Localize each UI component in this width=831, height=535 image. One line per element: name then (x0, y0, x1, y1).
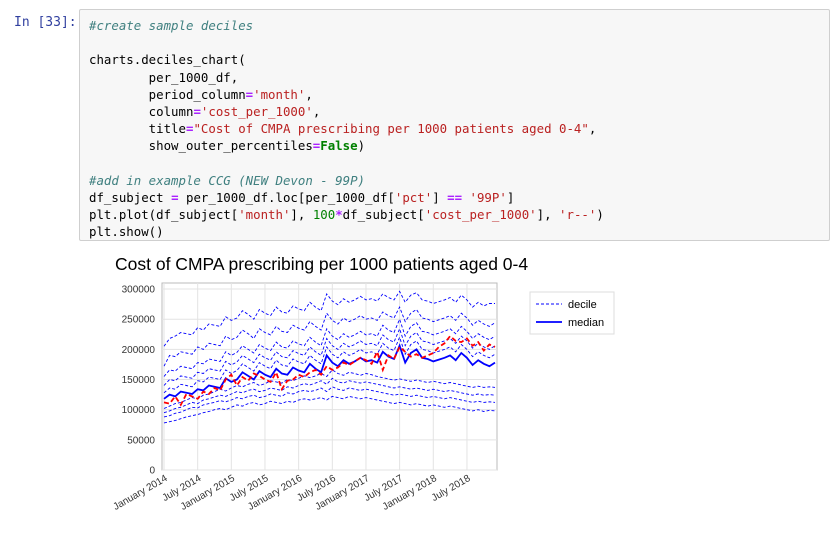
code-token: ], (536, 207, 560, 223)
code-token: 'month' (253, 86, 306, 102)
code-line: title="Cost of CMPA prescribing per 1000… (89, 120, 604, 137)
code-token: plt.plot(df_subject[ (89, 207, 239, 223)
code-token: per_1000_df, (89, 69, 239, 85)
code-token: period_column (89, 86, 246, 102)
code-token: #add in example CCG (NEW Devon - 99P) (89, 172, 366, 188)
code-token: == (447, 189, 463, 205)
code-token: ) (596, 207, 604, 223)
y-tick-label: 250000 (122, 315, 156, 326)
code-token: = (193, 103, 201, 119)
y-tick-label: 200000 (122, 345, 156, 356)
code-token: * (335, 207, 343, 223)
code-token: ] (432, 189, 448, 205)
decile-line (163, 317, 496, 377)
code-token: 100 (312, 207, 336, 223)
y-tick-label: 50000 (127, 435, 155, 446)
legend-median-label: median (568, 317, 604, 329)
y-tick-label: 150000 (122, 375, 156, 386)
x-tick-label: January 2014 (112, 473, 170, 513)
code-token: , (312, 103, 321, 119)
code-line: show_outer_percentiles=False) (89, 137, 604, 154)
code-token: column (89, 103, 194, 119)
series-group (163, 290, 496, 424)
output-chart: Cost of CMPA prescribing per 1000 patien… (112, 254, 615, 513)
code-token (462, 190, 469, 205)
code-cell[interactable]: #create sample deciles​charts.deciles_ch… (79, 9, 830, 241)
code-editor[interactable]: #create sample deciles​charts.deciles_ch… (89, 17, 604, 240)
decile-line (163, 290, 495, 347)
legend: decile median (529, 291, 615, 335)
median-line (163, 343, 496, 400)
code-token: ) (357, 138, 366, 154)
code-token: df_subject (89, 189, 172, 205)
code-line: per_1000_df, (89, 69, 604, 86)
code-token: #create sample deciles (89, 18, 254, 33)
code-line: plt.plot(df_subject['month'], 100*df_sub… (89, 206, 604, 223)
decile-line (163, 369, 496, 409)
y-tick-label: 100000 (122, 405, 156, 416)
code-token: 'pct' (394, 189, 433, 205)
code-token: 'r--' (559, 207, 597, 223)
code-token: = (312, 138, 321, 154)
code-token: ], (290, 207, 313, 223)
code-line: ​ (89, 34, 604, 51)
chart-title: Cost of CMPA prescribing per 1000 patien… (115, 254, 528, 274)
code-token: = (185, 121, 194, 137)
decile-line (163, 386, 496, 418)
code-token: plt.show() (89, 224, 164, 240)
code-line: #add in example CCG (NEW Devon - 99P) (89, 172, 604, 189)
code-token: "Cost of CMPA prescribing per 1000 patie… (193, 121, 589, 137)
code-token: 'month' (238, 207, 291, 223)
decile-line (163, 336, 496, 394)
code-line: ​ (89, 155, 604, 172)
code-token: charts.deciles_chart( (89, 52, 246, 68)
y-tick-label: 0 (149, 466, 155, 477)
subject-line (163, 334, 496, 407)
y-tick-label: 300000 (122, 285, 156, 296)
code-token: = (171, 189, 179, 205)
decile-line (163, 377, 496, 414)
code-line: column='cost_per_1000', (89, 103, 604, 120)
cell-prompt: In [33]: (14, 15, 77, 30)
code-line: charts.deciles_chart( (89, 51, 604, 68)
code-token: = (245, 86, 254, 102)
code-token: title (89, 121, 186, 137)
code-token: False (320, 138, 358, 154)
code-line: period_column='month', (89, 86, 604, 103)
code-token: show_outer_percentiles (89, 138, 313, 154)
plot-area (161, 282, 498, 471)
x-tick-label: July 2018 (430, 473, 473, 504)
decile-line (163, 306, 496, 367)
code-line: df_subject = per_1000_df.loc[per_1000_df… (89, 189, 604, 206)
code-token: per_1000_df.loc[per_1000_df[ (178, 189, 395, 205)
code-token: 'cost_per_1000' (424, 207, 537, 223)
legend-decile-label: decile (568, 299, 597, 311)
legend-box (529, 291, 615, 335)
decile-line (163, 327, 496, 386)
code-line: plt.show() (89, 223, 604, 240)
code-token: df_subject[ (342, 207, 425, 223)
code-token: , (305, 86, 313, 102)
decile-line (163, 395, 496, 424)
code-token: , (588, 121, 597, 137)
code-token: ] (506, 189, 515, 205)
code-token: 'cost_per_1000' (200, 103, 313, 119)
code-token: '99P' (469, 189, 507, 205)
code-line: #create sample deciles (89, 17, 604, 34)
